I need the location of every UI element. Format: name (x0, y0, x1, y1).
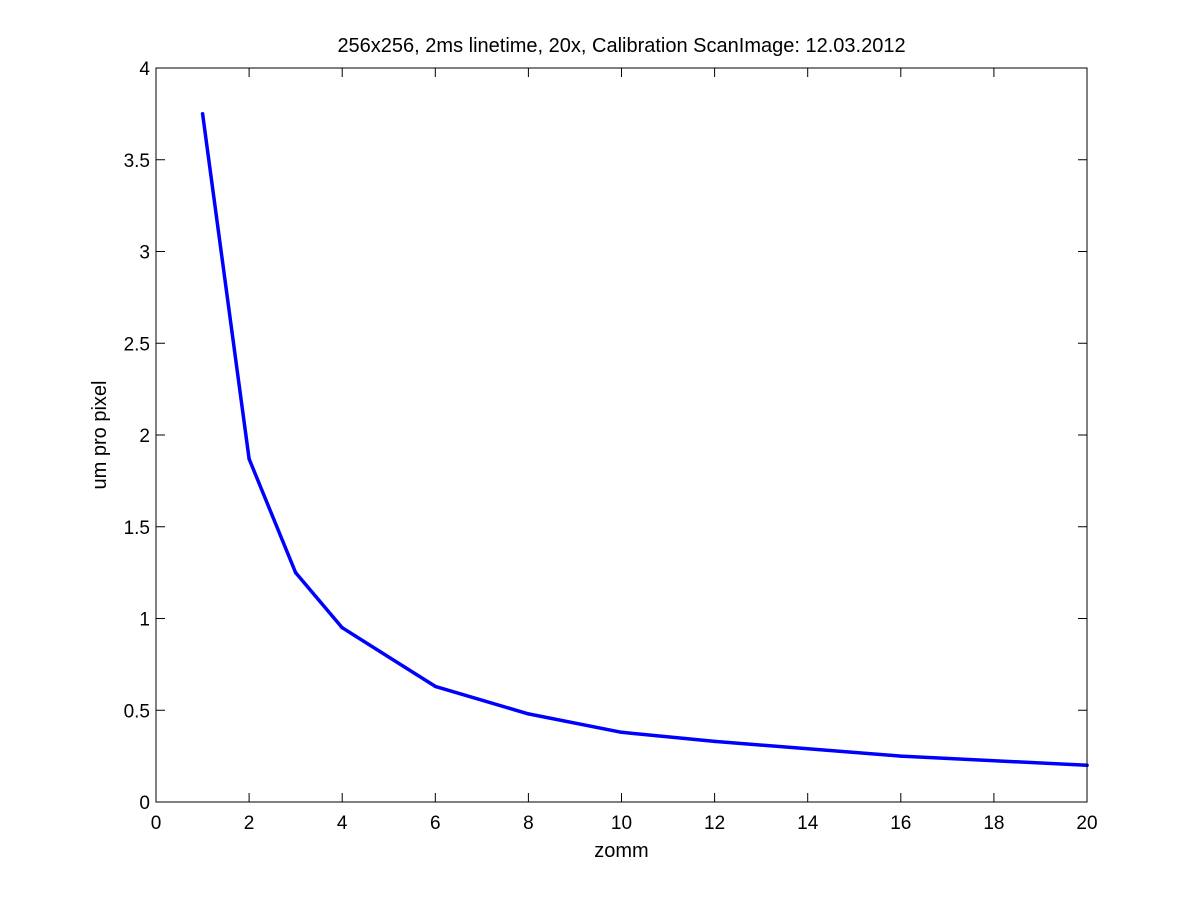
x-tick-label: 4 (337, 813, 348, 834)
data-point (433, 684, 437, 689)
x-tick-label: 20 (1076, 813, 1097, 834)
x-tick-label: 8 (523, 813, 534, 834)
y-tick-label: 1.5 (124, 518, 150, 539)
y-tick-label: 4 (139, 59, 150, 80)
data-point (526, 712, 531, 716)
y-tick-label: 3.5 (124, 151, 150, 172)
y-tick-label: 0 (139, 793, 150, 814)
series-layer (200, 112, 1089, 768)
series-line (200, 112, 1089, 768)
plot-area (156, 68, 1087, 802)
y-tick-label: 2.5 (124, 334, 150, 355)
x-tick-label: 10 (611, 813, 632, 834)
chart-title: 256x256, 2ms linetime, 20x, Calibration … (337, 35, 905, 57)
y-tick-label: 2 (139, 426, 150, 447)
x-tick-label: 14 (797, 813, 819, 834)
plot-frame (155, 67, 1088, 803)
y-axis-title: um pro pixel (89, 381, 111, 490)
data-point (200, 112, 205, 116)
data-point (340, 625, 344, 630)
x-tick-label: 16 (890, 813, 911, 834)
x-tick-label: 12 (704, 813, 725, 834)
data-point (293, 570, 298, 575)
data-point (712, 739, 717, 744)
y-tick-label: 0.5 (124, 701, 150, 722)
tick-labels: 0 2 4 6 8 10 12 14 16 18 20 0 0.5 1 1.5 2 2.5 3 3.5 4 (124, 59, 1098, 834)
data-point (899, 754, 903, 758)
x-tick-label: 0 (151, 813, 162, 834)
x-tick-label: 2 (244, 813, 255, 834)
data-point (619, 730, 624, 734)
y-tick-label: 1 (139, 610, 150, 631)
x-tick-label: 18 (983, 813, 1004, 834)
y-tick-label: 3 (139, 243, 150, 264)
data-point (247, 457, 251, 461)
x-tick-label: 6 (430, 813, 441, 834)
x-axis-title: zomm (594, 840, 648, 862)
